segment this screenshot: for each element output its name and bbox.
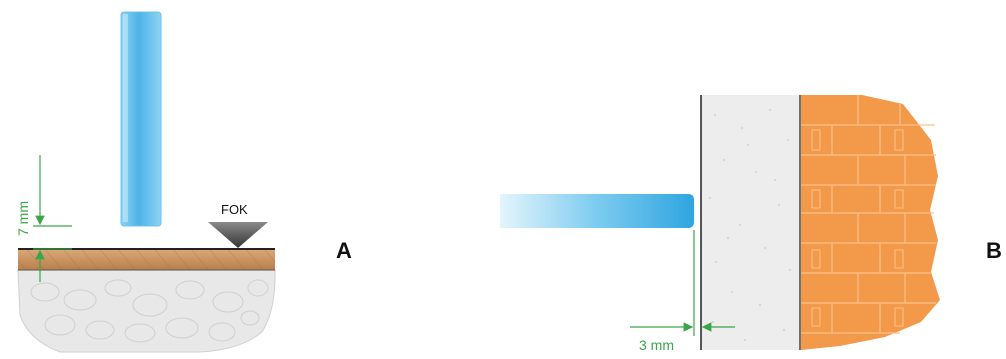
glass-pane-vertical xyxy=(120,11,162,227)
dimension-7mm xyxy=(33,155,72,282)
dimension-label-7mm: 7 mm xyxy=(15,201,31,236)
panel-a: FOK 7 mm A xyxy=(15,11,352,353)
soil-layer xyxy=(17,269,276,353)
plaster-layer xyxy=(700,95,801,350)
fok-marker: FOK xyxy=(208,202,268,248)
panel-letter-a: A xyxy=(336,238,352,263)
panel-letter-b: B xyxy=(986,238,1002,263)
dimension-label-3mm: 3 mm xyxy=(639,337,674,353)
fok-label: FOK xyxy=(221,202,248,217)
panel-b: 3 mm B xyxy=(500,95,1002,353)
brick-wall xyxy=(801,95,940,350)
dimension-3mm xyxy=(630,230,735,336)
glass-pane-horizontal xyxy=(500,194,694,228)
